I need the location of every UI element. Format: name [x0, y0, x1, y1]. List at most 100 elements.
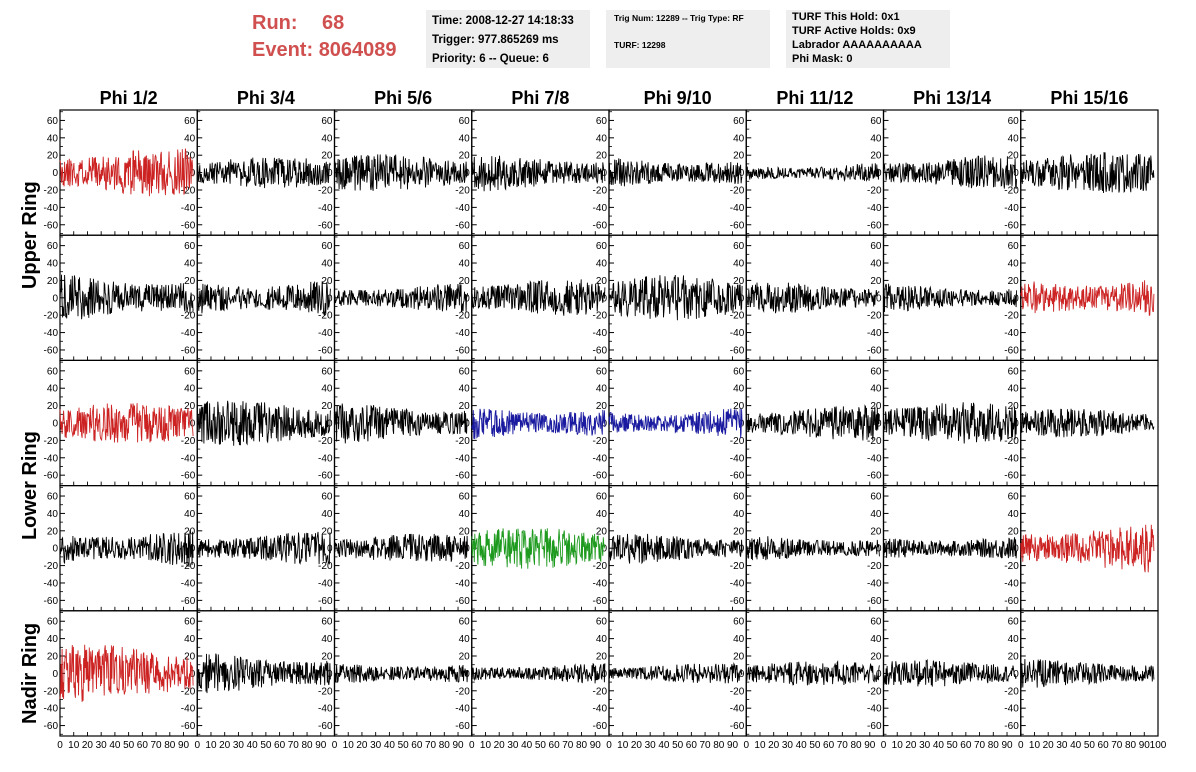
phi-mask-text: Phi Mask: 0 [792, 53, 853, 65]
waveform-trace-r4-c2 [196, 531, 331, 566]
waveform-trace-r1-c5 [608, 158, 743, 187]
y-tick-label: 60 [596, 617, 608, 628]
y-tick-label: -40 [730, 578, 745, 589]
y-tick-label: 60 [459, 617, 471, 628]
y-tick-label: -20 [1004, 185, 1019, 196]
y-tick-label: -60 [318, 471, 333, 482]
x-tick-label: 70 [700, 740, 712, 751]
y-tick-label: 40 [47, 133, 59, 144]
waveform-trace-r1-c1 [59, 148, 194, 197]
time-text: Time: 2008-12-27 14:18:33 [432, 15, 574, 27]
y-tick-label: 0 [190, 293, 196, 304]
x-tick-label: 10 [205, 740, 217, 751]
x-tick-label: 10 [892, 740, 904, 751]
y-tick-label: -40 [455, 704, 470, 715]
y-tick-label: 20 [1008, 401, 1020, 412]
y-tick-label: 40 [596, 509, 608, 520]
y-tick-label: -60 [1004, 220, 1019, 231]
y-tick-label: -20 [1004, 436, 1019, 447]
y-tick-label: -20 [730, 561, 745, 572]
waveform-trace-r3-c6 [745, 404, 880, 441]
waveform-trace-r2-c3 [334, 283, 469, 313]
x-tick-label: 60 [686, 740, 698, 751]
y-tick-label: -40 [593, 578, 608, 589]
waveform-trace-r1-c6 [745, 163, 880, 182]
y-tick-label: 60 [184, 366, 196, 377]
column-title-3: Phi 5/6 [374, 88, 432, 108]
y-tick-label: -40 [455, 453, 470, 464]
y-tick-label: -40 [44, 203, 59, 214]
y-tick-label: 40 [47, 509, 59, 520]
x-tick-label: 70 [151, 740, 163, 751]
y-tick-label: -40 [181, 203, 196, 214]
y-tick-label: 60 [47, 617, 59, 628]
y-tick-label: -40 [867, 203, 882, 214]
y-tick-label: -40 [730, 203, 745, 214]
y-tick-label: 60 [184, 492, 196, 503]
y-tick-label: 20 [321, 652, 333, 663]
x-tick-label: 10 [68, 740, 80, 751]
x-tick-label: 10 [480, 740, 492, 751]
x-tick-label: 70 [837, 740, 849, 751]
y-tick-label: 60 [1008, 492, 1020, 503]
y-tick-label: 20 [1008, 151, 1020, 162]
y-tick-label: -40 [318, 578, 333, 589]
x-tick-label: 80 [301, 740, 313, 751]
y-tick-label: -20 [318, 311, 333, 322]
y-tick-label: 20 [596, 151, 608, 162]
y-tick-label: -20 [181, 561, 196, 572]
y-tick-label: 40 [870, 384, 882, 395]
y-tick-label: 40 [733, 634, 745, 645]
y-tick-label: 60 [47, 116, 59, 127]
y-tick-label: -40 [181, 328, 196, 339]
x-tick-label: 0 [743, 740, 749, 751]
waveform-trace-r2-c4 [471, 279, 606, 316]
waveform-trace-r5-c3 [334, 663, 469, 683]
y-tick-label: 40 [184, 634, 196, 645]
waveform-trace-r2-c6 [745, 282, 880, 314]
y-tick-label: -60 [1004, 471, 1019, 482]
y-tick-label: 40 [321, 634, 333, 645]
y-tick-label: 40 [321, 259, 333, 270]
y-tick-label: -20 [730, 436, 745, 447]
y-tick-label: -60 [181, 721, 196, 732]
x-tick-label: 20 [905, 740, 917, 751]
y-tick-label: -60 [1004, 721, 1019, 732]
x-tick-label: 30 [370, 740, 382, 751]
waveform-trace-r4-c1 [59, 530, 194, 568]
y-tick-label: -60 [181, 596, 196, 607]
y-tick-label: 0 [1013, 669, 1019, 680]
y-tick-label: -60 [318, 220, 333, 231]
y-tick-label: -20 [455, 686, 470, 697]
y-tick-label: -60 [593, 596, 608, 607]
y-tick-label: -20 [730, 311, 745, 322]
column-title-1: Phi 1/2 [100, 88, 158, 108]
y-tick-label: 40 [870, 259, 882, 270]
x-tick-label: 40 [109, 740, 121, 751]
y-tick-label: 20 [596, 276, 608, 287]
y-tick-label: -20 [867, 561, 882, 572]
x-tick-label: 10 [617, 740, 629, 751]
y-tick-label: 60 [459, 241, 471, 252]
x-tick-label: 90 [315, 740, 327, 751]
y-tick-label: 20 [47, 151, 59, 162]
y-tick-label: -40 [1004, 453, 1019, 464]
run-label: Run: [252, 12, 298, 34]
y-tick-label: 40 [459, 133, 471, 144]
y-tick-label: 40 [596, 133, 608, 144]
x-tick-label: 20 [82, 740, 94, 751]
y-tick-label: -20 [1004, 561, 1019, 572]
x-tick-label: 10 [1029, 740, 1041, 751]
y-tick-label: -40 [730, 704, 745, 715]
y-tick-label: 40 [733, 509, 745, 520]
y-tick-label: 60 [459, 116, 471, 127]
y-tick-label: 60 [321, 366, 333, 377]
x-tick-label: 80 [988, 740, 1000, 751]
x-tick-label: 30 [233, 740, 245, 751]
y-tick-label: 60 [1008, 241, 1020, 252]
waveform-trace-r1-c2 [196, 157, 331, 189]
turf-info-box: TURF This Hold: 0x1 TURF Active Holds: 0… [786, 10, 950, 68]
x-tick-label: 90 [1139, 740, 1151, 751]
x-tick-label: 70 [1111, 740, 1123, 751]
y-tick-label: 40 [596, 634, 608, 645]
